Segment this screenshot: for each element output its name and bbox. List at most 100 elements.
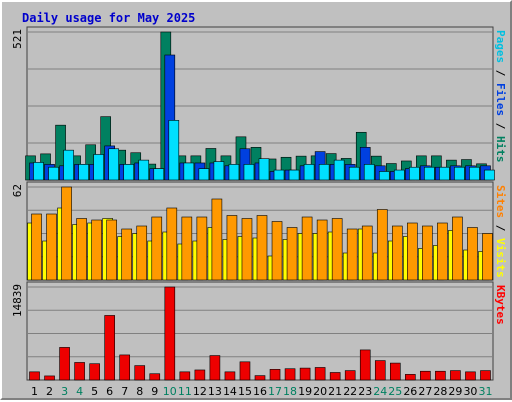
x-tick-label-9: 9 xyxy=(151,385,158,398)
bar-kbytes-day-12 xyxy=(194,369,206,381)
bar-sites-day-25 xyxy=(391,225,403,281)
bar-kbytes-day-13 xyxy=(209,355,221,381)
bar-pages-day-31 xyxy=(484,169,495,181)
bar-kbytes-day-28 xyxy=(435,370,446,381)
x-tick-label-5: 5 xyxy=(91,385,98,398)
bar-pages-day-22 xyxy=(348,166,360,181)
x-tick-label-27: 27 xyxy=(418,385,432,398)
bar-sites-day-28 xyxy=(437,222,448,281)
x-tick-label-30: 30 xyxy=(463,385,477,398)
bar-sites-day-19 xyxy=(301,216,313,281)
bar-sites-day-30 xyxy=(467,227,478,281)
x-tick-label-24: 24 xyxy=(373,385,387,398)
bar-sites-day-12 xyxy=(196,216,208,281)
bar-sites-day-23 xyxy=(361,225,373,281)
bar-sites-day-2 xyxy=(46,213,57,281)
bar-pages-day-1 xyxy=(33,162,44,181)
axis-title-part: Pages xyxy=(494,30,507,63)
bar-sites-day-16 xyxy=(256,215,268,281)
bar-pages-day-27 xyxy=(424,166,435,181)
bar-pages-day-28 xyxy=(439,166,450,181)
bar-pages-day-24 xyxy=(378,171,390,181)
bar-pages-day-14 xyxy=(228,164,240,181)
x-tick-label-4: 4 xyxy=(76,385,83,398)
x-tick-label-8: 8 xyxy=(136,385,143,398)
bar-sites-day-7 xyxy=(121,228,133,281)
axis-title-part: Sites xyxy=(494,185,507,218)
bar-sites-day-10 xyxy=(166,207,178,281)
x-tick-label-21: 21 xyxy=(328,385,342,398)
bar-pages-day-20 xyxy=(318,164,330,181)
bar-kbytes-day-30 xyxy=(465,371,476,381)
bar-sites-day-13 xyxy=(211,198,223,281)
bar-pages-day-16 xyxy=(258,158,270,181)
bar-kbytes-day-14 xyxy=(224,371,236,381)
bar-pages-day-2 xyxy=(48,166,59,181)
bar-kbytes-day-27 xyxy=(420,370,431,381)
bar-kbytes-day-15 xyxy=(239,361,251,381)
x-tick-label-12: 12 xyxy=(193,385,207,398)
bar-pages-day-12 xyxy=(198,168,210,181)
bar-kbytes-day-10 xyxy=(164,286,176,381)
bar-kbytes-day-29 xyxy=(450,370,461,381)
bar-sites-day-6 xyxy=(106,219,117,281)
bar-sites-day-9 xyxy=(151,216,163,281)
bar-kbytes-day-26 xyxy=(405,374,416,381)
bar-sites-day-15 xyxy=(241,218,253,281)
bar-kbytes-day-16 xyxy=(254,375,266,381)
bar-sites-day-3 xyxy=(61,186,72,281)
bar-pages-day-25 xyxy=(393,169,405,181)
panel-3-axis-title: KBytes xyxy=(494,285,507,325)
bar-pages-day-21 xyxy=(333,159,345,181)
bar-sites-day-11 xyxy=(181,216,193,281)
axis-title-part: Visits xyxy=(494,238,507,278)
bar-kbytes-day-5 xyxy=(89,363,100,381)
x-tick-label-3: 3 xyxy=(61,385,68,398)
axis-title-part: KBytes xyxy=(494,285,507,325)
x-tick-label-1: 1 xyxy=(31,385,38,398)
bar-pages-day-29 xyxy=(454,166,465,181)
bar-sites-day-26 xyxy=(407,222,418,281)
x-tick-label-31: 31 xyxy=(478,385,492,398)
bar-kbytes-day-8 xyxy=(134,365,146,381)
x-tick-label-20: 20 xyxy=(313,385,327,398)
bar-pages-day-3 xyxy=(63,149,74,181)
bar-pages-day-13 xyxy=(213,161,225,181)
bar-kbytes-day-17 xyxy=(269,369,281,381)
bar-pages-day-8 xyxy=(138,159,150,181)
x-tick-label-13: 13 xyxy=(208,385,222,398)
x-tick-label-6: 6 xyxy=(106,385,113,398)
panel-1-axis-title: Pages / Files / Hits xyxy=(494,30,507,163)
x-tick-label-16: 16 xyxy=(253,385,267,398)
bar-kbytes-day-1 xyxy=(29,371,40,381)
bar-kbytes-day-21 xyxy=(329,372,341,381)
x-tick-label-25: 25 xyxy=(388,385,402,398)
x-tick-label-11: 11 xyxy=(178,385,192,398)
bar-pages-day-4 xyxy=(78,164,89,181)
bar-kbytes-day-19 xyxy=(299,367,311,381)
bar-kbytes-day-24 xyxy=(374,360,386,381)
bar-sites-day-27 xyxy=(422,225,433,281)
axis-title-part: / xyxy=(494,116,507,136)
x-tick-label-29: 29 xyxy=(448,385,462,398)
bar-pages-day-17 xyxy=(273,169,285,181)
bar-kbytes-day-20 xyxy=(314,367,326,381)
x-tick-label-10: 10 xyxy=(163,385,177,398)
bar-pages-day-7 xyxy=(123,164,135,181)
bar-sites-day-5 xyxy=(91,219,102,281)
chart-title: Daily usage for May 2025 xyxy=(22,11,195,25)
bar-pages-day-26 xyxy=(409,166,420,181)
axis-title-part: Files xyxy=(494,83,507,116)
x-tick-label-2: 2 xyxy=(46,385,53,398)
bar-pages-day-18 xyxy=(288,169,300,181)
bar-sites-day-24 xyxy=(376,209,388,281)
axis-title-part: / xyxy=(494,218,507,238)
x-tick-label-26: 26 xyxy=(403,385,417,398)
bar-pages-day-6 xyxy=(108,148,119,181)
x-tick-label-7: 7 xyxy=(121,385,128,398)
panel-2-scale-label: 62 xyxy=(11,184,24,197)
x-tick-label-23: 23 xyxy=(358,385,372,398)
bar-kbytes-day-6 xyxy=(104,315,115,381)
bar-sites-day-20 xyxy=(316,219,328,281)
